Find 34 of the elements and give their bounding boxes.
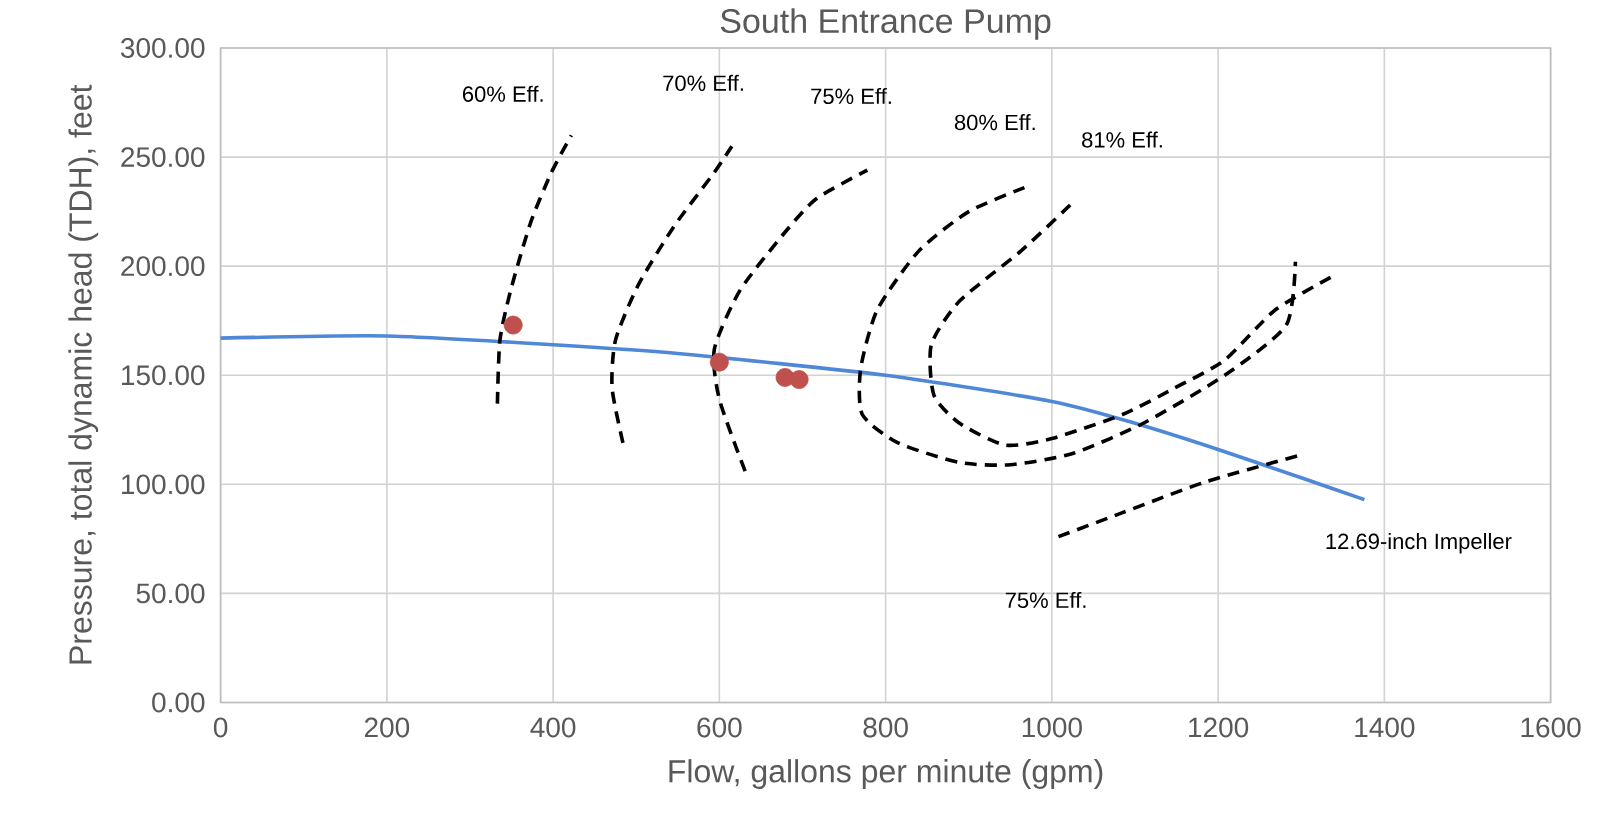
annotation: 12.69-inch Impeller [1326, 532, 1512, 554]
line-series [711, 168, 870, 474]
x-axis-title: Flow, gallons per minute (gpm) [669, 759, 1103, 789]
line-series [218, 334, 1367, 502]
point [789, 370, 809, 389]
x-tick-label: 1400 [1355, 717, 1415, 738]
annotation: 75% Eff. [811, 87, 891, 105]
y-axis-title: Pressure, total dynamic head (TDH), feet [68, 84, 99, 664]
y-tick-label: 150.00 [122, 365, 205, 386]
line-series [1056, 454, 1299, 539]
x-tick-label: 1600 [1521, 717, 1581, 738]
y-tick-label: 200.00 [121, 256, 205, 277]
y-tick-label: 0.00 [152, 692, 205, 713]
annotation: 70% Eff. [663, 74, 743, 91]
x-tick-label: 0 [213, 717, 228, 738]
x-tick-label: 200 [364, 717, 410, 738]
line-series [495, 133, 574, 406]
annotation: 75% Eff. [1005, 591, 1086, 609]
x-tick-label: 600 [697, 717, 742, 738]
annotation: 60% Eff. [462, 85, 543, 102]
x-tick-label: 800 [863, 717, 908, 738]
line-series [610, 144, 734, 445]
y-tick-label: 250.00 [121, 147, 205, 167]
annotation: 80% Eff. [954, 114, 1035, 131]
y-tick-label: 300.00 [120, 38, 205, 58]
point [709, 352, 729, 372]
annotation: 81% Eff. [1082, 131, 1162, 148]
y-tick-label: 100.00 [122, 474, 205, 495]
y-tick-label: 50.00 [136, 583, 205, 604]
point [503, 315, 523, 335]
chart-title: South Entrance Pump [720, 8, 1051, 40]
x-tick-label: 1200 [1189, 717, 1249, 738]
x-tick-label: 400 [530, 717, 576, 738]
x-tick-label: 1000 [1022, 717, 1082, 738]
